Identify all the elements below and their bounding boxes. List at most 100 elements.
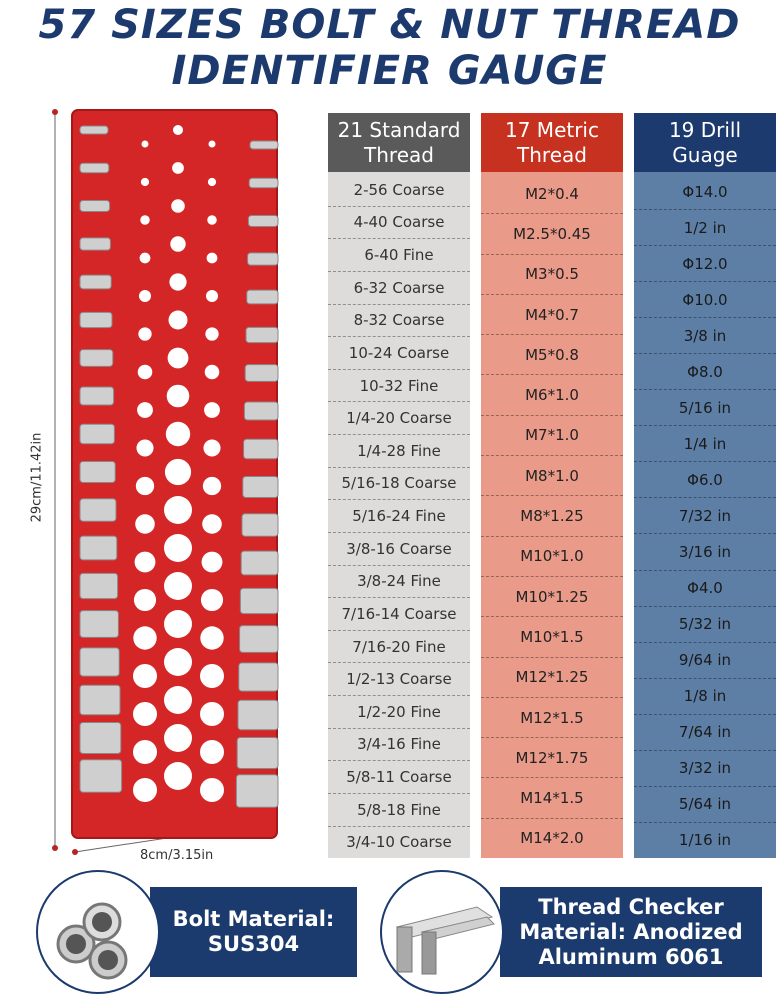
column-item: 2-56 Coarse bbox=[328, 174, 470, 207]
gauge-bolt bbox=[243, 401, 279, 421]
gauge-bolt bbox=[247, 215, 279, 227]
column-item: 3/8 in bbox=[634, 318, 776, 355]
column-item: M2*0.4 bbox=[481, 174, 623, 215]
gauge-bolt bbox=[79, 572, 119, 600]
column-item: 5/64 in bbox=[634, 787, 776, 823]
gauge-hole bbox=[207, 177, 217, 187]
column-item: 8-32 Coarse bbox=[328, 305, 470, 338]
column-item: M12*1.25 bbox=[481, 658, 623, 698]
column-item: M7*1.0 bbox=[481, 416, 623, 457]
gauge-bolt bbox=[79, 721, 122, 755]
gauge-bolt bbox=[79, 200, 111, 212]
gauge-hole bbox=[200, 626, 224, 650]
column-item: 3/8-16 Coarse bbox=[328, 533, 470, 566]
column-item: 1/16 in bbox=[678, 831, 732, 850]
column-item: M10*1.25 bbox=[481, 577, 623, 618]
gauge-bolt bbox=[245, 326, 279, 344]
column-item: 1/4-20 Coarse bbox=[328, 402, 470, 435]
column-item: 1/2-20 Fine bbox=[328, 696, 470, 729]
gauge-bolt bbox=[239, 587, 279, 615]
gauge-hole bbox=[137, 364, 153, 380]
column-item: M5*0.8 bbox=[481, 335, 623, 376]
gauge-bolt bbox=[79, 349, 114, 367]
gauge-hole bbox=[134, 551, 156, 573]
column-body: Φ14.0 1/2 in Φ12.0 Φ10.0 3/8 in Φ8.0 5/16 in 1/… bbox=[634, 172, 776, 858]
gauge-bolt bbox=[236, 736, 279, 770]
column-item: M14*2.0 bbox=[520, 829, 584, 848]
gauge-bolt bbox=[79, 535, 118, 561]
gauge-hole bbox=[164, 496, 192, 524]
gauge-bolt bbox=[240, 550, 279, 576]
gauge-hole bbox=[164, 762, 192, 790]
gauge-hole bbox=[141, 140, 149, 148]
title-line: IDENTIFIER GAUGE bbox=[171, 48, 608, 94]
drill-column: 19 Drill Guage Φ14.0 1/2 in Φ12.0 Φ10.0 3/8 i… bbox=[634, 113, 776, 858]
column-item: M10*1.0 bbox=[481, 537, 623, 577]
gauge-hole bbox=[164, 572, 192, 600]
gauge-hole bbox=[168, 310, 188, 330]
gauge-hole bbox=[133, 664, 157, 688]
metric-column: 17 Metric Thread M2*0.4 M2.5*0.45 M3*0.5 M4*… bbox=[481, 113, 623, 858]
column-item: M2.5*0.45 bbox=[481, 214, 623, 255]
column-body: M2*0.4 M2.5*0.45 M3*0.5 M4*0.7 M5*0.8 M6*1.0 M… bbox=[481, 172, 623, 858]
column-item: 1/8 in bbox=[634, 679, 776, 715]
gauge-hole bbox=[200, 702, 224, 726]
gauge-hole bbox=[164, 724, 192, 752]
column-item: M4*0.7 bbox=[481, 295, 623, 336]
gauge-hole bbox=[207, 215, 217, 225]
column-item: 7/16-14 Coarse bbox=[328, 598, 470, 631]
gauge-hole bbox=[164, 534, 192, 562]
column-item: 5/16-24 Fine bbox=[328, 500, 470, 533]
gauge-bolt bbox=[241, 513, 279, 537]
gauge-hole bbox=[169, 273, 187, 291]
gauge-bolt bbox=[249, 140, 279, 150]
gauge-bolt bbox=[237, 699, 279, 731]
column-item: 5/16-18 Coarse bbox=[328, 468, 470, 501]
gauge-hole bbox=[133, 740, 157, 764]
column-item: 7/64 in bbox=[634, 715, 776, 751]
column-item: 1/2 in bbox=[634, 210, 776, 247]
column-body: 2-56 Coarse 4-40 Coarse 6-40 Fine 6-32 Coar… bbox=[328, 172, 470, 858]
gauge-hole bbox=[140, 215, 150, 225]
gauge-hole bbox=[133, 702, 157, 726]
gauge-hole bbox=[205, 289, 219, 303]
gauge-hole bbox=[133, 778, 157, 802]
width-dimension: 8cm/3.15in bbox=[140, 848, 214, 863]
gauge-hole bbox=[165, 421, 191, 447]
column-header: 19 Drill Guage bbox=[634, 113, 776, 172]
gauge-hole bbox=[200, 740, 224, 764]
column-item: 3/4-16 Fine bbox=[328, 729, 470, 762]
gauge-bolt bbox=[238, 662, 279, 692]
gauge-hole bbox=[133, 626, 157, 650]
gauge-hole bbox=[167, 347, 189, 369]
column-item: 3/16 in bbox=[634, 534, 776, 571]
gauge-hole bbox=[173, 125, 183, 135]
column-item: 6-40 Fine bbox=[328, 239, 470, 272]
gauge-hole bbox=[138, 327, 152, 341]
gauge-bolt bbox=[246, 289, 279, 305]
gauge-illustration bbox=[52, 109, 279, 855]
gauge-bolt bbox=[79, 237, 111, 251]
column-item: Φ8.0 bbox=[634, 354, 776, 391]
gauge-hole bbox=[200, 778, 224, 802]
gauge-bolt bbox=[239, 625, 279, 653]
column-item: 7/32 in bbox=[634, 498, 776, 535]
gauge-hole bbox=[200, 588, 224, 612]
column-item: 5/16 in bbox=[634, 390, 776, 427]
gauge-hole bbox=[164, 610, 192, 638]
gauge-hole bbox=[204, 364, 220, 380]
gauge-hole bbox=[206, 252, 218, 264]
gauge-hole bbox=[203, 439, 221, 457]
height-dimension: 29cm/11.42in bbox=[29, 432, 45, 523]
gauge-hole bbox=[200, 664, 224, 688]
gauge-hole bbox=[138, 289, 152, 303]
material-badge: Thread Checker Material: Anodized Alumin… bbox=[500, 887, 762, 977]
gauge-hole bbox=[135, 476, 155, 496]
bars bbox=[395, 906, 495, 975]
pipe-icon bbox=[36, 870, 160, 994]
gauge-hole bbox=[172, 162, 184, 174]
gauge-hole bbox=[164, 458, 192, 486]
column-item: M6*1.0 bbox=[481, 375, 623, 416]
gauge-hole bbox=[136, 439, 154, 457]
